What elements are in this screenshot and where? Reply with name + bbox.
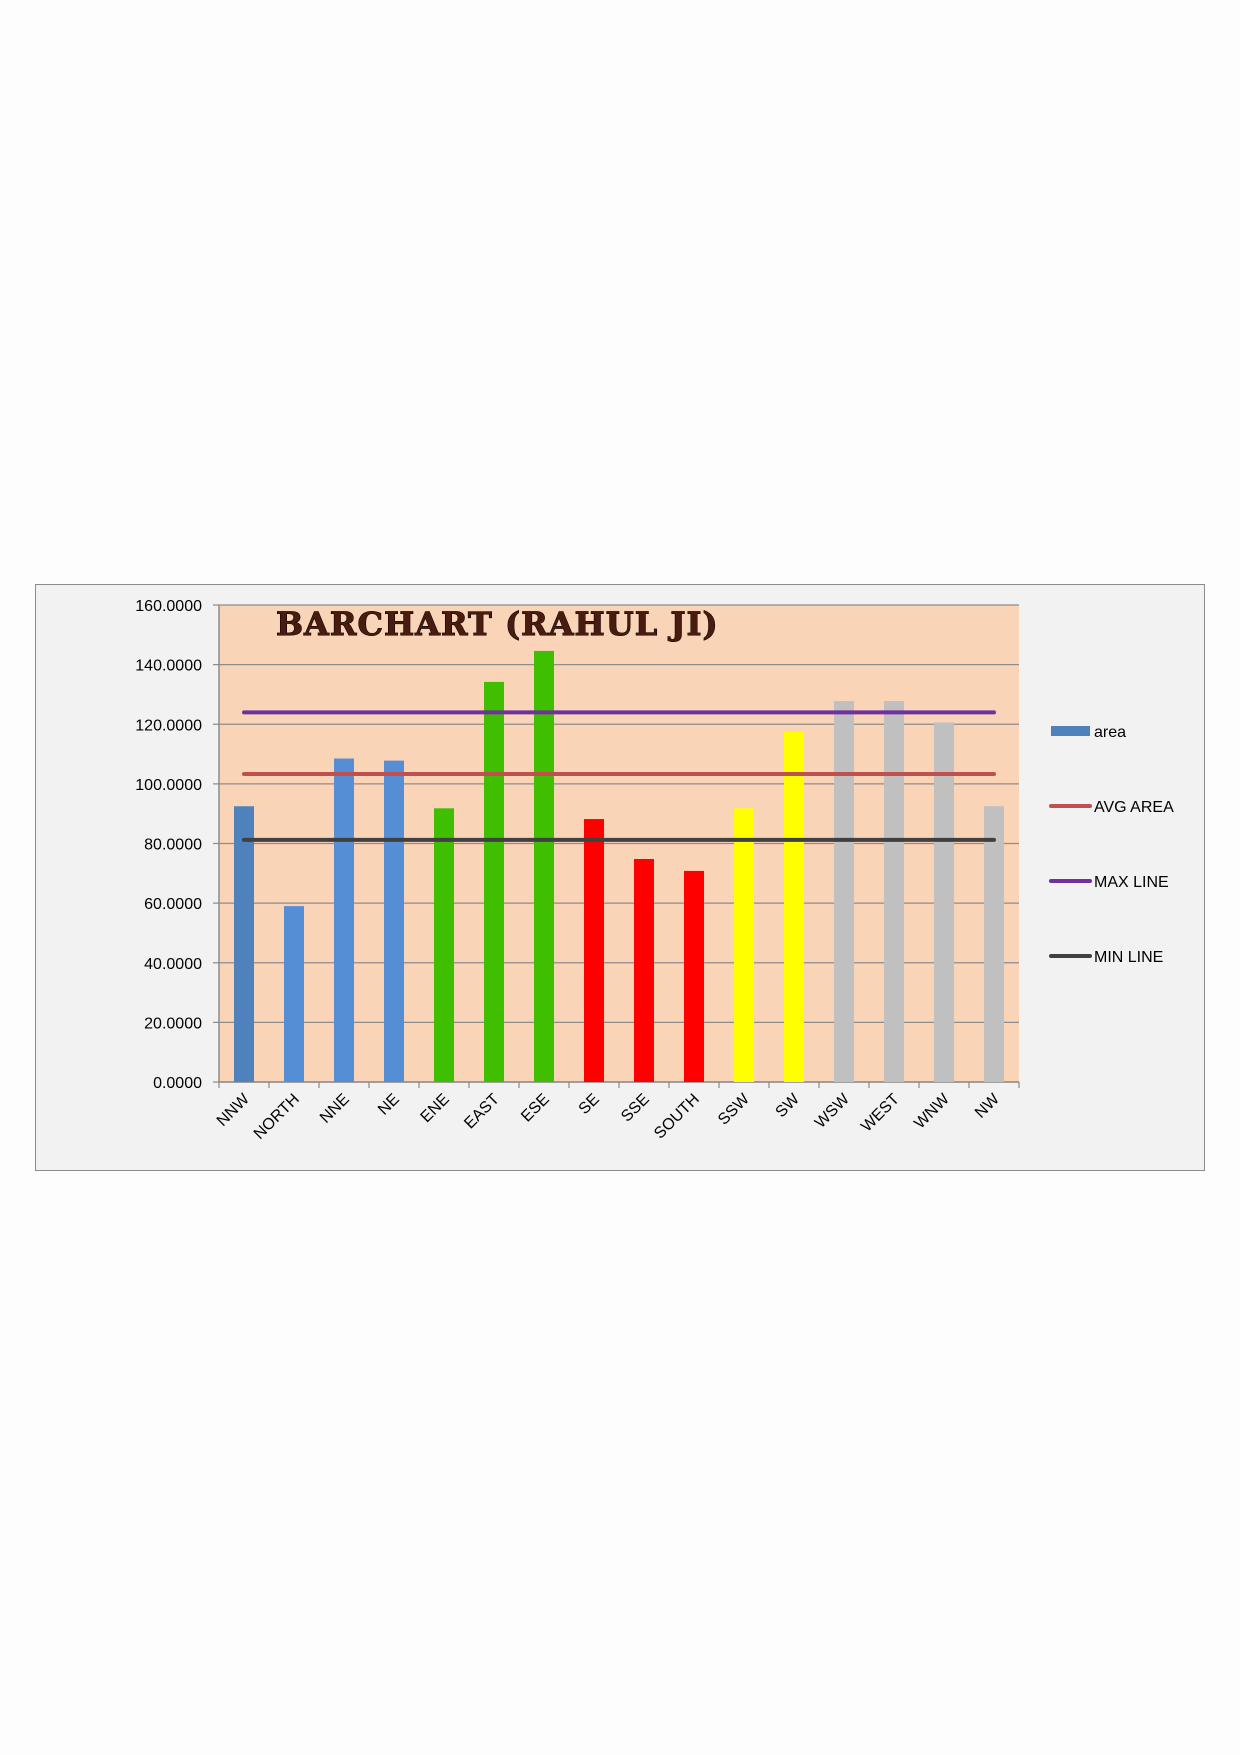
bar-nnw [234,806,254,1082]
legend-label: MAX LINE [1094,874,1169,891]
y-tick-label: 80.0000 [144,837,202,854]
category-label: NW [972,1090,1004,1122]
bar-wnw [934,722,954,1082]
category-label: SSW [715,1090,753,1128]
category-label: NE [375,1091,403,1119]
category-label: SSE [618,1091,653,1126]
y-tick-label: 100.0000 [135,777,202,794]
plot-area: 0.0000 20.0000 40.0000 60.0000 80.0000 100.00… [135,598,1020,1143]
bar-north [284,906,304,1082]
legend-swatch-area [1051,726,1090,736]
legend-label: MIN LINE [1094,949,1163,966]
y-tick-label: 0.0000 [153,1075,202,1092]
bar-nw [984,806,1004,1082]
bar-se [584,819,604,1082]
category-label: NNW [214,1090,254,1130]
category-label: ESE [518,1091,553,1126]
bar-ene [434,808,454,1082]
bar-ssw [734,808,754,1082]
category-label: ENE [418,1091,453,1126]
bar-west [884,700,904,1082]
bar-chart: 0.0000 20.0000 40.0000 60.0000 80.0000 100.00… [135,598,1174,1143]
y-tick-label: 160.0000 [135,598,202,615]
y-tick-label: 60.0000 [144,896,202,913]
bar-wsw [834,700,854,1082]
category-label: WSW [812,1090,854,1132]
bar-east [484,681,504,1082]
y-tick-label: 140.0000 [135,658,202,675]
bar-ne [384,760,404,1082]
category-label: SW [773,1090,804,1121]
legend: area AVG AREA MAX LINE MIN LINE [1049,724,1174,966]
category-label: SOUTH [651,1091,703,1143]
chart-title: BARCHART (RAHUL JI) [276,605,719,643]
bar-south [684,870,704,1082]
bar-nne [334,758,354,1082]
bar-ese [534,650,554,1082]
bar-sw [784,731,804,1082]
y-tick-label: 40.0000 [144,956,202,973]
category-label: SE [576,1091,603,1118]
chart-frame: 0.0000 20.0000 40.0000 60.0000 80.0000 100.00… [35,584,1205,1171]
legend-label: area [1094,724,1126,741]
y-tick-label: 120.0000 [135,717,202,734]
category-label: EAST [461,1091,503,1133]
category-label: NORTH [251,1091,303,1143]
category-label: NNE [317,1091,353,1127]
category-label: WEST [858,1091,903,1136]
legend-label: AVG AREA [1094,799,1174,816]
y-tick-label: 20.0000 [144,1015,202,1032]
bar-sse [634,859,654,1082]
category-label: WNW [911,1090,953,1132]
